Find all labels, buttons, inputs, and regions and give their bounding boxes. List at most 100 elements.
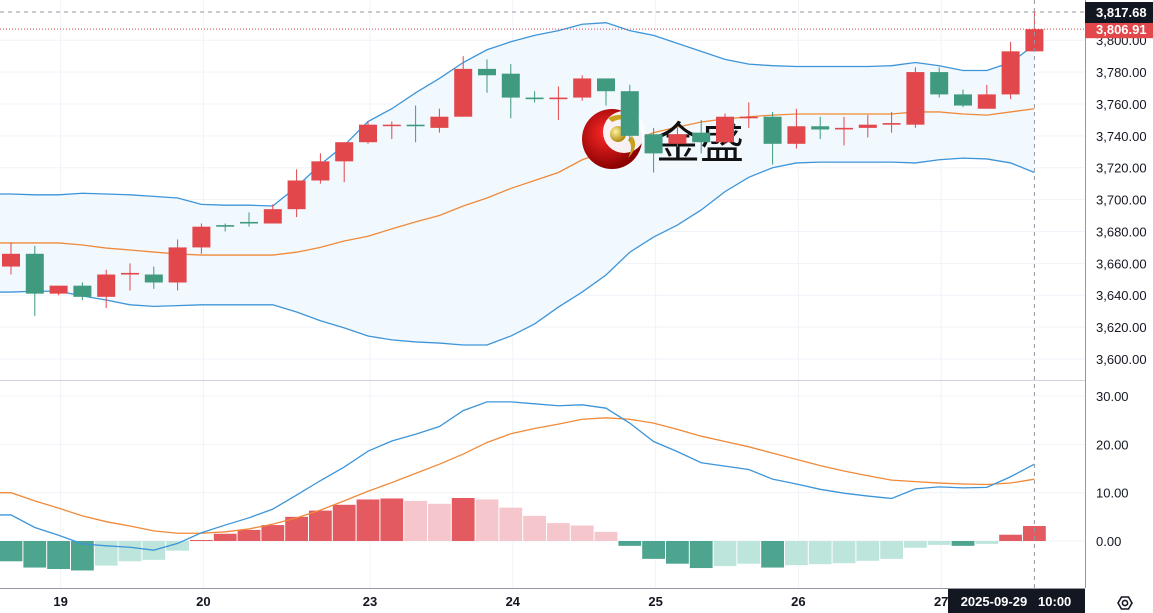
time-tick-label: 19 — [53, 594, 67, 609]
crosshair-time-tag — [948, 589, 1085, 613]
candle-up — [263, 204, 282, 224]
macd-histogram-bar — [808, 541, 832, 565]
macd-histogram-bar — [237, 529, 261, 541]
time-tick-label: 24 — [506, 594, 521, 609]
candle-body — [835, 127, 853, 130]
macd-histogram-bar — [499, 507, 523, 541]
time-tick-label: 25 — [648, 594, 662, 609]
band-fill — [0, 22, 1035, 345]
candle-body — [906, 72, 925, 125]
macd-histogram-bar — [618, 541, 642, 546]
macd-histogram-bar — [975, 541, 999, 544]
macd-histogram-bar — [927, 541, 951, 545]
candle-body — [240, 221, 258, 224]
candle-body — [359, 124, 377, 143]
price-tick-label: 3,680.00 — [1096, 224, 1147, 239]
candle-body — [763, 116, 782, 144]
time-tick-label: 20 — [196, 594, 210, 609]
candle-body — [692, 132, 711, 143]
macd-histogram-bar — [832, 541, 856, 564]
candle-body — [644, 134, 663, 154]
crosshair-price-label: 3,817.68 — [1096, 5, 1147, 20]
candle-down — [501, 64, 520, 119]
last-price-label: 3,806.91 — [1096, 22, 1147, 37]
candle-down — [216, 223, 235, 232]
macd-histogram-bar — [309, 510, 332, 541]
macd-histogram-bar — [785, 541, 808, 566]
candle-up — [382, 121, 401, 140]
crosshair-price-tag — [1085, 2, 1153, 24]
macd-histogram-bar — [166, 541, 189, 551]
middle-band-line — [0, 108, 1035, 256]
price-tick-label: 3,720.00 — [1096, 161, 1147, 176]
candle-up — [858, 115, 877, 138]
candle-up — [835, 116, 853, 146]
candle-down — [763, 111, 782, 165]
candle-up — [335, 142, 354, 183]
macd-histogram-bar — [23, 541, 47, 568]
candle-down — [478, 59, 496, 93]
candle-up — [311, 153, 330, 184]
candle-body — [216, 225, 235, 227]
last-price-tag — [1085, 20, 1153, 39]
macd-histogram-bar — [547, 523, 570, 541]
lower-band-line — [0, 157, 1035, 346]
macd-pane — [0, 401, 1046, 571]
macd-histogram-bar — [261, 525, 285, 541]
price-tick-label: 3,660.00 — [1096, 256, 1147, 271]
candle-body — [954, 94, 972, 106]
candle-body — [144, 274, 163, 283]
macd-tick-label: 10.00 — [1096, 486, 1129, 501]
candle-body — [311, 161, 330, 181]
candle-body — [787, 126, 806, 144]
settings-button[interactable] — [1117, 596, 1133, 610]
candle-up — [787, 108, 806, 149]
candle-body — [525, 97, 544, 100]
time-tick-label: 27 — [934, 594, 948, 609]
candle-body — [811, 126, 830, 130]
candle-down — [25, 245, 44, 316]
price-tick-label: 3,700.00 — [1096, 193, 1147, 208]
macd-histogram-bar — [856, 541, 880, 561]
candle-up — [906, 67, 925, 128]
candle-down — [144, 266, 163, 289]
candle-up — [668, 127, 687, 147]
time-tick-label: 23 — [363, 594, 377, 609]
candle-body — [930, 72, 949, 95]
macd-histogram-bar — [332, 504, 356, 541]
price-tick-label: 3,600.00 — [1096, 352, 1147, 367]
price-axis[interactable] — [1085, 0, 1153, 613]
upper-band-line — [0, 22, 1035, 207]
candle-body — [335, 142, 354, 162]
candle-body — [263, 209, 282, 224]
macd-histogram-bar — [737, 541, 761, 564]
candle-body — [549, 97, 568, 100]
candle-up — [359, 121, 377, 144]
candle-up — [454, 56, 473, 117]
candle-up — [1001, 41, 1020, 100]
candle-down — [525, 91, 544, 103]
candle-down — [240, 212, 258, 227]
macd-histogram-bar — [0, 541, 23, 562]
candle-body — [668, 134, 687, 144]
macd-histogram-bar — [190, 540, 213, 542]
candle-body — [121, 272, 139, 275]
candle-body — [454, 68, 473, 117]
candle-body — [168, 247, 187, 283]
candle-body — [1001, 51, 1020, 95]
macd-histogram-bar — [71, 541, 94, 571]
candle-body — [620, 91, 639, 136]
candle-up — [739, 102, 758, 128]
macd-histogram-bar — [285, 516, 308, 541]
candle-body — [49, 285, 68, 294]
settings-icon[interactable] — [1117, 596, 1133, 610]
candle-up — [549, 86, 568, 120]
macd-histogram-bar — [880, 541, 903, 559]
macd-histogram-bar — [689, 541, 713, 569]
candle-body — [73, 285, 92, 297]
candle-down — [406, 105, 425, 143]
macd-histogram-bar — [380, 498, 404, 541]
candle-body — [597, 78, 615, 92]
